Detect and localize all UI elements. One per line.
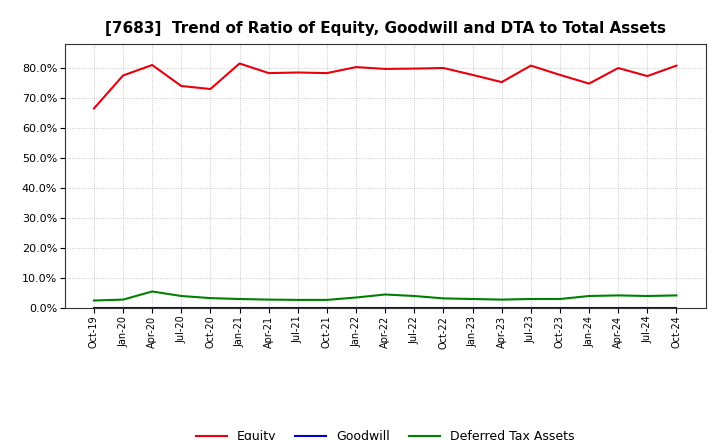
Equity — [89, 106, 98, 111]
Equity — [381, 66, 390, 72]
Deferred Tax Assets — [498, 297, 506, 302]
Title: [7683]  Trend of Ratio of Equity, Goodwill and DTA to Total Assets: [7683] Trend of Ratio of Equity, Goodwil… — [104, 21, 666, 36]
Deferred Tax Assets — [614, 293, 623, 298]
Equity — [672, 63, 681, 68]
Equity — [498, 80, 506, 85]
Deferred Tax Assets — [672, 293, 681, 298]
Goodwill — [177, 305, 186, 311]
Goodwill — [672, 305, 681, 311]
Deferred Tax Assets — [323, 297, 331, 303]
Equity — [585, 81, 593, 86]
Goodwill — [410, 305, 418, 311]
Goodwill — [643, 305, 652, 311]
Deferred Tax Assets — [89, 298, 98, 303]
Deferred Tax Assets — [294, 297, 302, 303]
Deferred Tax Assets — [206, 296, 215, 301]
Deferred Tax Assets — [410, 293, 418, 299]
Deferred Tax Assets — [585, 293, 593, 299]
Equity — [119, 73, 127, 78]
Goodwill — [556, 305, 564, 311]
Goodwill — [352, 305, 361, 311]
Goodwill — [119, 305, 127, 311]
Equity — [468, 72, 477, 77]
Equity — [614, 66, 623, 71]
Goodwill — [498, 305, 506, 311]
Deferred Tax Assets — [643, 293, 652, 299]
Deferred Tax Assets — [556, 297, 564, 302]
Equity — [439, 66, 448, 71]
Goodwill — [585, 305, 593, 311]
Equity — [235, 61, 244, 66]
Deferred Tax Assets — [526, 297, 535, 302]
Deferred Tax Assets — [264, 297, 273, 302]
Goodwill — [323, 305, 331, 311]
Goodwill — [381, 305, 390, 311]
Equity — [294, 70, 302, 75]
Deferred Tax Assets — [352, 295, 361, 300]
Equity — [264, 70, 273, 76]
Goodwill — [468, 305, 477, 311]
Line: Deferred Tax Assets: Deferred Tax Assets — [94, 292, 677, 301]
Equity — [526, 63, 535, 68]
Legend: Equity, Goodwill, Deferred Tax Assets: Equity, Goodwill, Deferred Tax Assets — [191, 425, 580, 440]
Deferred Tax Assets — [235, 297, 244, 302]
Goodwill — [439, 305, 448, 311]
Goodwill — [206, 305, 215, 311]
Goodwill — [294, 305, 302, 311]
Line: Equity: Equity — [94, 63, 677, 109]
Goodwill — [148, 305, 156, 311]
Goodwill — [264, 305, 273, 311]
Deferred Tax Assets — [177, 293, 186, 299]
Goodwill — [89, 305, 98, 311]
Goodwill — [614, 305, 623, 311]
Goodwill — [235, 305, 244, 311]
Deferred Tax Assets — [148, 289, 156, 294]
Deferred Tax Assets — [119, 297, 127, 302]
Equity — [556, 72, 564, 77]
Goodwill — [526, 305, 535, 311]
Equity — [410, 66, 418, 71]
Deferred Tax Assets — [439, 296, 448, 301]
Deferred Tax Assets — [468, 297, 477, 302]
Equity — [323, 70, 331, 76]
Equity — [148, 62, 156, 68]
Equity — [177, 83, 186, 88]
Deferred Tax Assets — [381, 292, 390, 297]
Equity — [352, 64, 361, 70]
Equity — [643, 73, 652, 79]
Equity — [206, 86, 215, 92]
